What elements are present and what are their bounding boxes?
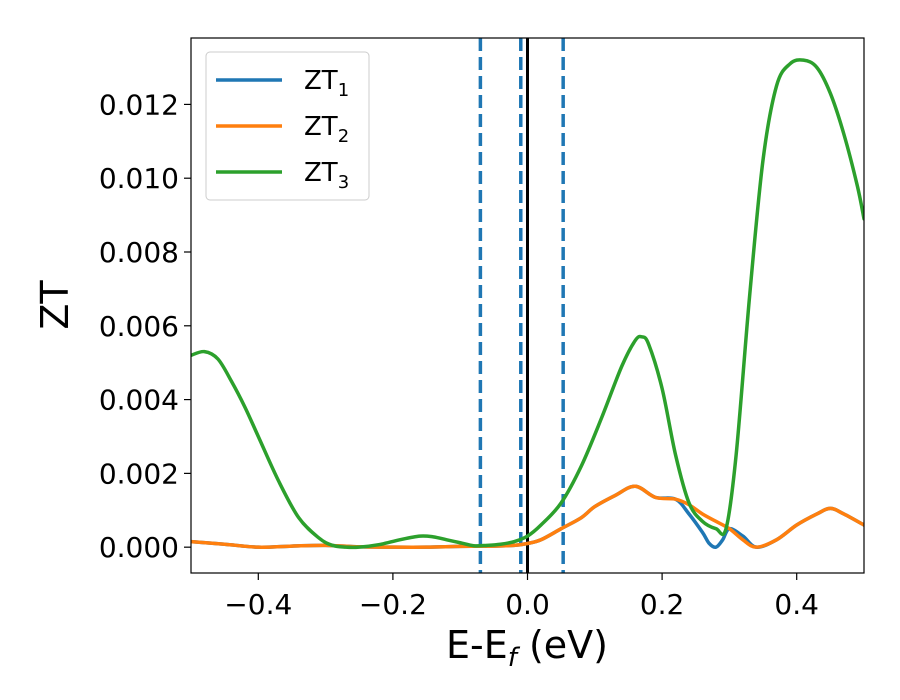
legend-box bbox=[205, 51, 370, 201]
x-tick-label: −0.2 bbox=[359, 588, 427, 621]
reference-lines bbox=[478, 38, 565, 573]
y-tick-label: 0.000 bbox=[99, 531, 179, 564]
x-tick-label: 0.4 bbox=[774, 588, 819, 621]
legend-label-2: ZT2 bbox=[304, 112, 349, 147]
y-axis-label: ZT bbox=[33, 280, 77, 330]
legend-label-1: ZT1 bbox=[304, 66, 349, 101]
y-tick-label: 0.008 bbox=[99, 236, 179, 269]
y-tick-label: 0.010 bbox=[99, 162, 179, 195]
y-tick-label: 0.002 bbox=[99, 457, 179, 490]
series-layer bbox=[191, 58, 864, 550]
x-tick-label: 0.2 bbox=[640, 588, 685, 621]
x-axis-label-unit: (eV) bbox=[517, 623, 608, 667]
x-tick-label: −0.4 bbox=[224, 588, 292, 621]
x-axis-label: E-Ef (eV) bbox=[446, 623, 608, 673]
y-tick-label: 0.004 bbox=[99, 384, 179, 417]
y-axis: 0.000 0.002 0.004 0.006 0.008 0.010 0.012 bbox=[99, 88, 191, 564]
x-axis-label-main: E-E bbox=[446, 623, 508, 667]
x-axis: −0.4 −0.2 0.0 0.2 0.4 bbox=[224, 573, 819, 621]
x-tick-label: 0.0 bbox=[505, 588, 550, 621]
legend: ZT1 ZT2 ZT3 bbox=[205, 51, 370, 201]
legend-label-3: ZT3 bbox=[304, 158, 349, 193]
y-tick-label: 0.006 bbox=[99, 310, 179, 343]
series-line-3 bbox=[191, 58, 864, 550]
y-tick-label: 0.012 bbox=[99, 88, 179, 121]
